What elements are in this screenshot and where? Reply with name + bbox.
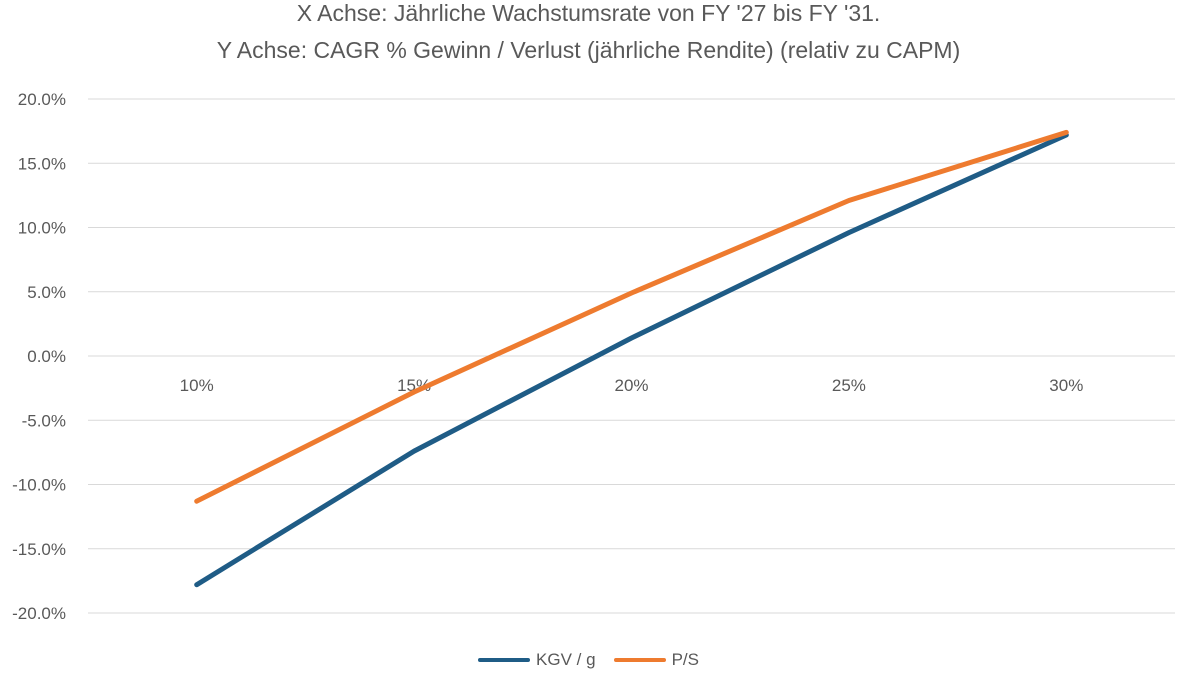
series-line-kgv [194, 132, 1069, 588]
y-tick-label: -5.0% [22, 411, 66, 430]
chart-title: X Achse: Jährliche Wachstumsrate von FY … [296, 0, 881, 26]
y-axis-ticks: 20.0% 15.0% 10.0% 5.0% 0.0% -5.0% -10.0% -15.0%… [12, 90, 66, 623]
series-line-ps [194, 129, 1069, 504]
legend-label-kgv: KGV / g [536, 650, 596, 669]
chart-subtitle: Y Achse: CAGR % Gewinn / Verlust (jährli… [216, 37, 961, 63]
series-lines [194, 129, 1069, 588]
x-tick-label: 10% [180, 376, 214, 395]
y-tick-label: 20.0% [18, 90, 66, 109]
y-tick-label: 5.0% [27, 283, 66, 302]
y-tick-label: -15.0% [12, 540, 66, 559]
legend-swatch-ps [613, 658, 666, 662]
legend-item-ps: P/S [613, 650, 699, 670]
legend-label-ps: P/S [671, 650, 699, 669]
y-tick-label: 0.0% [27, 347, 66, 366]
y-tick-label: -20.0% [12, 604, 66, 623]
gridlines [88, 98, 1175, 614]
x-axis-ticks: 10% 15% 20% 25% 30% [180, 376, 1084, 395]
y-tick-label: 10.0% [18, 219, 66, 238]
y-tick-label: -10.0% [12, 476, 66, 495]
x-tick-label: 30% [1049, 376, 1083, 395]
x-tick-label: 25% [832, 376, 866, 395]
legend-item-kgv: KGV / g [478, 650, 596, 670]
legend: KGV / g P/S [0, 650, 1177, 670]
y-tick-label: 15.0% [18, 154, 66, 173]
x-tick-label: 20% [614, 376, 648, 395]
legend-swatch-kgv [478, 658, 531, 662]
